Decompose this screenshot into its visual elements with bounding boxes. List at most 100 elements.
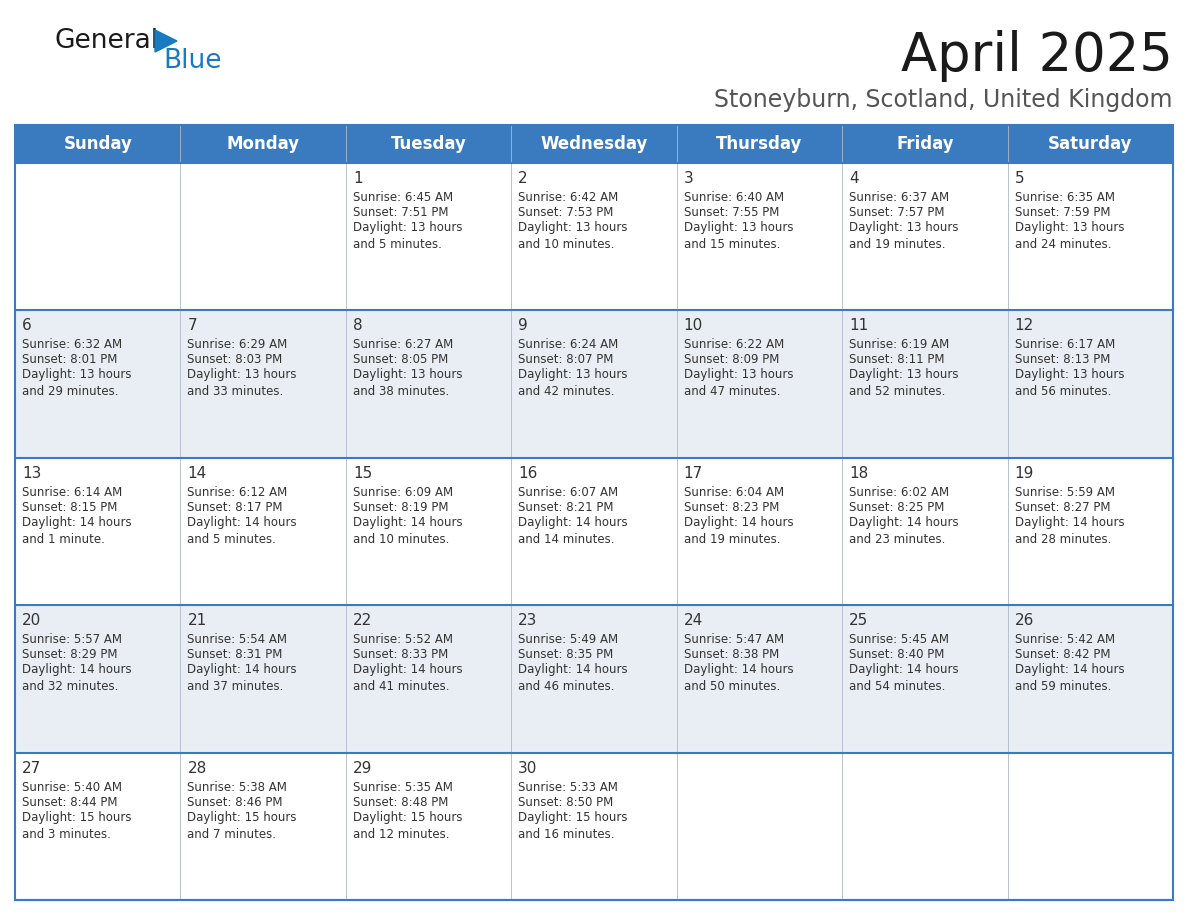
Text: Sunrise: 6:14 AM: Sunrise: 6:14 AM: [23, 486, 122, 498]
Bar: [15, 310, 1173, 458]
Text: Friday: Friday: [896, 135, 954, 153]
Text: Sunset: 7:53 PM: Sunset: 7:53 PM: [518, 206, 614, 219]
Text: Thursday: Thursday: [716, 135, 803, 153]
Text: Sunrise: 5:45 AM: Sunrise: 5:45 AM: [849, 633, 949, 646]
Text: Sunrise: 5:57 AM: Sunrise: 5:57 AM: [23, 633, 122, 646]
Text: Sunrise: 6:45 AM: Sunrise: 6:45 AM: [353, 191, 453, 204]
Text: Sunrise: 5:42 AM: Sunrise: 5:42 AM: [1015, 633, 1114, 646]
Text: Daylight: 14 hours
and 5 minutes.: Daylight: 14 hours and 5 minutes.: [188, 516, 297, 546]
Text: Daylight: 13 hours
and 42 minutes.: Daylight: 13 hours and 42 minutes.: [518, 368, 627, 398]
Text: Daylight: 14 hours
and 32 minutes.: Daylight: 14 hours and 32 minutes.: [23, 663, 132, 693]
Text: Sunrise: 5:59 AM: Sunrise: 5:59 AM: [1015, 486, 1114, 498]
Text: Sunset: 8:38 PM: Sunset: 8:38 PM: [684, 648, 779, 661]
Text: 15: 15: [353, 465, 372, 481]
Text: 13: 13: [23, 465, 42, 481]
Text: 11: 11: [849, 319, 868, 333]
Text: Daylight: 14 hours
and 28 minutes.: Daylight: 14 hours and 28 minutes.: [1015, 516, 1124, 546]
Text: Sunset: 8:17 PM: Sunset: 8:17 PM: [188, 501, 283, 514]
Text: 18: 18: [849, 465, 868, 481]
Text: Sunrise: 6:42 AM: Sunrise: 6:42 AM: [518, 191, 619, 204]
Text: 12: 12: [1015, 319, 1034, 333]
Text: Daylight: 13 hours
and 38 minutes.: Daylight: 13 hours and 38 minutes.: [353, 368, 462, 398]
Text: 30: 30: [518, 761, 538, 776]
Text: Tuesday: Tuesday: [391, 135, 467, 153]
Text: Daylight: 15 hours
and 16 minutes.: Daylight: 15 hours and 16 minutes.: [518, 811, 627, 841]
Text: Sunset: 8:29 PM: Sunset: 8:29 PM: [23, 648, 118, 661]
Text: 9: 9: [518, 319, 527, 333]
Text: 19: 19: [1015, 465, 1034, 481]
Text: Sunset: 8:27 PM: Sunset: 8:27 PM: [1015, 501, 1110, 514]
Text: Daylight: 13 hours
and 47 minutes.: Daylight: 13 hours and 47 minutes.: [684, 368, 794, 398]
Text: Daylight: 14 hours
and 37 minutes.: Daylight: 14 hours and 37 minutes.: [188, 663, 297, 693]
Text: Daylight: 13 hours
and 29 minutes.: Daylight: 13 hours and 29 minutes.: [23, 368, 132, 398]
Text: Sunrise: 6:32 AM: Sunrise: 6:32 AM: [23, 339, 122, 352]
Text: Daylight: 13 hours
and 33 minutes.: Daylight: 13 hours and 33 minutes.: [188, 368, 297, 398]
Text: Sunrise: 5:38 AM: Sunrise: 5:38 AM: [188, 780, 287, 793]
Bar: [15, 753, 1173, 900]
Text: Sunset: 8:03 PM: Sunset: 8:03 PM: [188, 353, 283, 366]
Text: Sunrise: 6:29 AM: Sunrise: 6:29 AM: [188, 339, 287, 352]
Text: Sunset: 8:13 PM: Sunset: 8:13 PM: [1015, 353, 1110, 366]
Text: Sunrise: 6:09 AM: Sunrise: 6:09 AM: [353, 486, 453, 498]
Text: Sunset: 8:11 PM: Sunset: 8:11 PM: [849, 353, 944, 366]
Text: Sunset: 8:46 PM: Sunset: 8:46 PM: [188, 796, 283, 809]
Text: Daylight: 14 hours
and 50 minutes.: Daylight: 14 hours and 50 minutes.: [684, 663, 794, 693]
Text: Sunrise: 6:19 AM: Sunrise: 6:19 AM: [849, 339, 949, 352]
Text: Daylight: 14 hours
and 1 minute.: Daylight: 14 hours and 1 minute.: [23, 516, 132, 546]
Text: Sunset: 8:07 PM: Sunset: 8:07 PM: [518, 353, 614, 366]
Text: 29: 29: [353, 761, 372, 776]
Text: Daylight: 13 hours
and 10 minutes.: Daylight: 13 hours and 10 minutes.: [518, 221, 627, 251]
Text: Sunset: 8:09 PM: Sunset: 8:09 PM: [684, 353, 779, 366]
Text: Blue: Blue: [163, 48, 221, 74]
Text: Sunrise: 6:07 AM: Sunrise: 6:07 AM: [518, 486, 619, 498]
Text: Daylight: 14 hours
and 46 minutes.: Daylight: 14 hours and 46 minutes.: [518, 663, 628, 693]
Bar: [15, 458, 1173, 605]
Text: 16: 16: [518, 465, 538, 481]
Text: Daylight: 13 hours
and 52 minutes.: Daylight: 13 hours and 52 minutes.: [849, 368, 959, 398]
Text: Sunrise: 6:17 AM: Sunrise: 6:17 AM: [1015, 339, 1114, 352]
Bar: [15, 125, 1173, 163]
Text: Sunset: 7:51 PM: Sunset: 7:51 PM: [353, 206, 448, 219]
Text: Sunrise: 6:02 AM: Sunrise: 6:02 AM: [849, 486, 949, 498]
Text: Daylight: 14 hours
and 14 minutes.: Daylight: 14 hours and 14 minutes.: [518, 516, 628, 546]
Text: 24: 24: [684, 613, 703, 628]
Text: Daylight: 14 hours
and 59 minutes.: Daylight: 14 hours and 59 minutes.: [1015, 663, 1124, 693]
Text: 21: 21: [188, 613, 207, 628]
Text: Sunrise: 5:40 AM: Sunrise: 5:40 AM: [23, 780, 122, 793]
Text: Daylight: 13 hours
and 5 minutes.: Daylight: 13 hours and 5 minutes.: [353, 221, 462, 251]
Text: Sunset: 8:19 PM: Sunset: 8:19 PM: [353, 501, 448, 514]
Text: Daylight: 15 hours
and 12 minutes.: Daylight: 15 hours and 12 minutes.: [353, 811, 462, 841]
Text: Sunrise: 6:24 AM: Sunrise: 6:24 AM: [518, 339, 619, 352]
Text: 25: 25: [849, 613, 868, 628]
Text: Sunrise: 5:54 AM: Sunrise: 5:54 AM: [188, 633, 287, 646]
Text: 7: 7: [188, 319, 197, 333]
Text: Sunrise: 5:35 AM: Sunrise: 5:35 AM: [353, 780, 453, 793]
Text: Monday: Monday: [227, 135, 299, 153]
Text: Daylight: 13 hours
and 24 minutes.: Daylight: 13 hours and 24 minutes.: [1015, 221, 1124, 251]
Text: Daylight: 14 hours
and 41 minutes.: Daylight: 14 hours and 41 minutes.: [353, 663, 462, 693]
Text: Sunrise: 5:52 AM: Sunrise: 5:52 AM: [353, 633, 453, 646]
Text: Daylight: 14 hours
and 10 minutes.: Daylight: 14 hours and 10 minutes.: [353, 516, 462, 546]
Text: 14: 14: [188, 465, 207, 481]
Text: Sunrise: 6:40 AM: Sunrise: 6:40 AM: [684, 191, 784, 204]
Bar: [15, 125, 1173, 900]
Text: Sunrise: 6:12 AM: Sunrise: 6:12 AM: [188, 486, 287, 498]
Text: 6: 6: [23, 319, 32, 333]
Text: General: General: [55, 28, 159, 54]
Text: Saturday: Saturday: [1048, 135, 1132, 153]
Text: 8: 8: [353, 319, 362, 333]
Text: Sunset: 8:01 PM: Sunset: 8:01 PM: [23, 353, 118, 366]
Text: Sunset: 8:40 PM: Sunset: 8:40 PM: [849, 648, 944, 661]
Text: 27: 27: [23, 761, 42, 776]
Text: Sunrise: 5:33 AM: Sunrise: 5:33 AM: [518, 780, 618, 793]
Text: Sunset: 8:42 PM: Sunset: 8:42 PM: [1015, 648, 1110, 661]
Text: Sunset: 7:55 PM: Sunset: 7:55 PM: [684, 206, 779, 219]
Bar: [15, 605, 1173, 753]
Text: Sunrise: 6:37 AM: Sunrise: 6:37 AM: [849, 191, 949, 204]
Text: 28: 28: [188, 761, 207, 776]
Text: Sunset: 8:48 PM: Sunset: 8:48 PM: [353, 796, 448, 809]
Text: 20: 20: [23, 613, 42, 628]
Text: Wednesday: Wednesday: [541, 135, 647, 153]
Text: Daylight: 15 hours
and 7 minutes.: Daylight: 15 hours and 7 minutes.: [188, 811, 297, 841]
Bar: [15, 163, 1173, 310]
